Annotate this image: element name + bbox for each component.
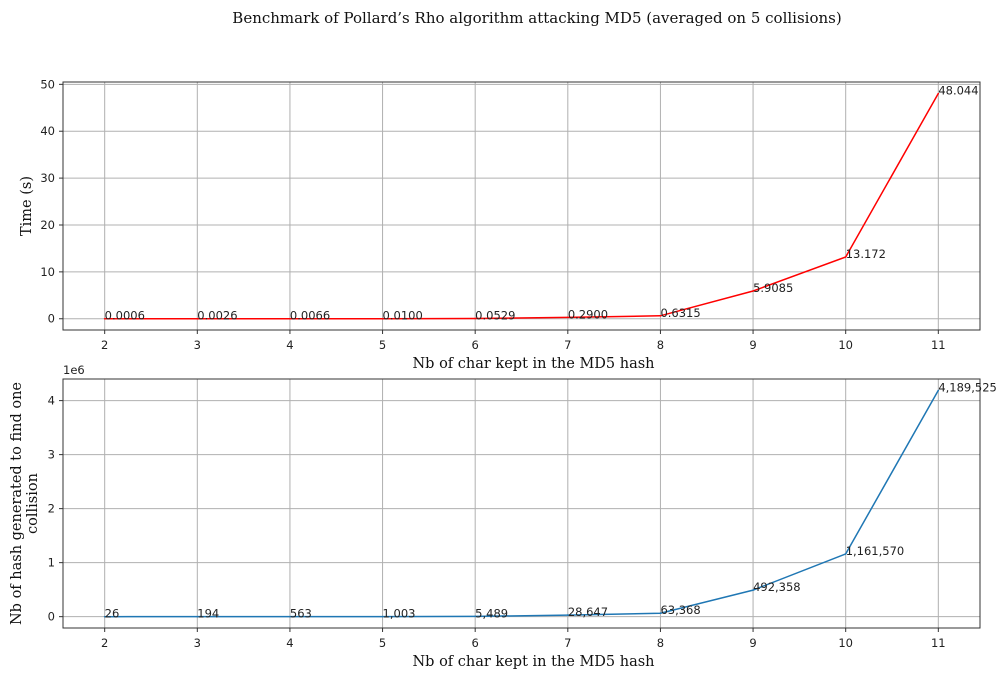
x-axis-label: Nb of char kept in the MD5 hash	[412, 654, 654, 670]
plot-frame	[62, 81, 981, 331]
data-point	[103, 615, 106, 618]
y-tick-label: 2	[48, 502, 55, 516]
x-tick-label: 6	[472, 636, 479, 650]
data-label: 1,003	[383, 607, 416, 621]
data-point	[567, 614, 569, 616]
x-tick-label: 7	[564, 636, 571, 650]
x-tick-label: 2	[101, 338, 108, 352]
data-label: 0.0529	[475, 309, 515, 323]
data-label: 28,647	[568, 605, 608, 619]
data-label: 63,368	[660, 603, 700, 617]
data-label: 0.0006	[105, 309, 145, 323]
data-point	[844, 256, 847, 258]
x-tick-label: 8	[657, 338, 664, 352]
x-tick-label: 9	[749, 636, 756, 650]
data-point	[844, 553, 847, 555]
x-tick-label: 10	[838, 338, 853, 352]
data-label: 5.9085	[753, 281, 793, 295]
data-point	[659, 612, 662, 615]
x-tick-label: 10	[838, 636, 853, 650]
data-label: 4,189,525	[938, 380, 997, 394]
data-point	[937, 389, 940, 392]
y-tick-label: 30	[40, 171, 55, 185]
data-label: 5,489	[475, 606, 508, 620]
data-label: 13.172	[846, 247, 886, 261]
y-axis-label: Nb of hash generated to find onecollisio…	[9, 382, 41, 625]
data-point	[381, 317, 384, 320]
y-axis-label-line: Time (s)	[19, 176, 35, 236]
y-axis-label-line: Nb of hash generated to find one	[9, 382, 25, 625]
y-tick-label: 1	[48, 556, 55, 570]
x-tick-label: 4	[286, 636, 293, 650]
y-offset-label: 1e6	[63, 363, 85, 377]
x-tick-label: 11	[931, 338, 946, 352]
data-point	[103, 317, 106, 320]
data-label: 492,358	[753, 580, 801, 594]
y-axis-label: Time (s)	[19, 176, 35, 236]
series-line	[104, 93, 939, 320]
x-tick-label: 6	[472, 338, 479, 352]
data-label: 563	[290, 607, 312, 621]
plot-frame	[62, 378, 981, 629]
data-point	[752, 589, 754, 591]
chart-panel-1: 2 3 4 5 6 7 8 9 10 11 0 10 20 30 40 50 Nb of char kept i…	[19, 77, 981, 372]
data-label: 0.2900	[568, 307, 608, 321]
y-tick-label: 0	[48, 610, 55, 624]
series-line	[104, 390, 939, 618]
data-point	[289, 317, 291, 320]
data-point	[567, 316, 569, 319]
x-tick-label: 3	[194, 636, 201, 650]
data-point	[752, 290, 754, 292]
data-label: 0.0066	[290, 309, 330, 323]
y-tick-label: 10	[40, 265, 55, 279]
chart-title: Benchmark of Pollard’s Rho algorithm att…	[232, 9, 841, 27]
y-tick-label: 3	[48, 448, 55, 462]
data-point	[937, 92, 940, 95]
data-label: 48.044	[938, 84, 978, 98]
y-tick-label: 4	[48, 394, 55, 408]
x-tick-label: 8	[657, 636, 664, 650]
data-point	[474, 615, 476, 618]
data-label: 1,161,570	[846, 544, 905, 558]
data-label: 194	[197, 607, 219, 621]
x-tick-label: 9	[749, 338, 756, 352]
data-point	[659, 314, 662, 317]
x-tick-label: 2	[101, 636, 108, 650]
y-axis-label-line: collision	[25, 473, 41, 534]
x-tick-label: 4	[286, 338, 293, 352]
y-tick-label: 20	[40, 218, 55, 232]
x-tick-label: 5	[379, 338, 386, 352]
x-tick-label: 11	[931, 636, 946, 650]
data-point	[474, 317, 476, 320]
x-tick-label: 3	[194, 338, 201, 352]
data-point	[381, 615, 384, 618]
y-tick-label: 50	[40, 77, 55, 91]
data-label: 0.6315	[660, 306, 700, 320]
data-label: 0.0026	[197, 309, 237, 323]
data-label: 0.0100	[383, 309, 423, 323]
y-tick-label: 0	[48, 312, 55, 326]
x-tick-label: 7	[564, 338, 571, 352]
x-axis-label: Nb of char kept in the MD5 hash	[412, 356, 654, 372]
chart-panel-2: 2 3 4 5 6 7 8 9 10 11 0 1 2 3 4 1e6 Nb of char kept in t…	[9, 363, 997, 670]
x-tick-label: 5	[379, 636, 386, 650]
data-point	[196, 317, 199, 320]
data-label: 26	[105, 607, 120, 621]
data-point	[196, 615, 199, 618]
y-tick-label: 40	[40, 124, 55, 138]
data-point	[289, 615, 291, 618]
